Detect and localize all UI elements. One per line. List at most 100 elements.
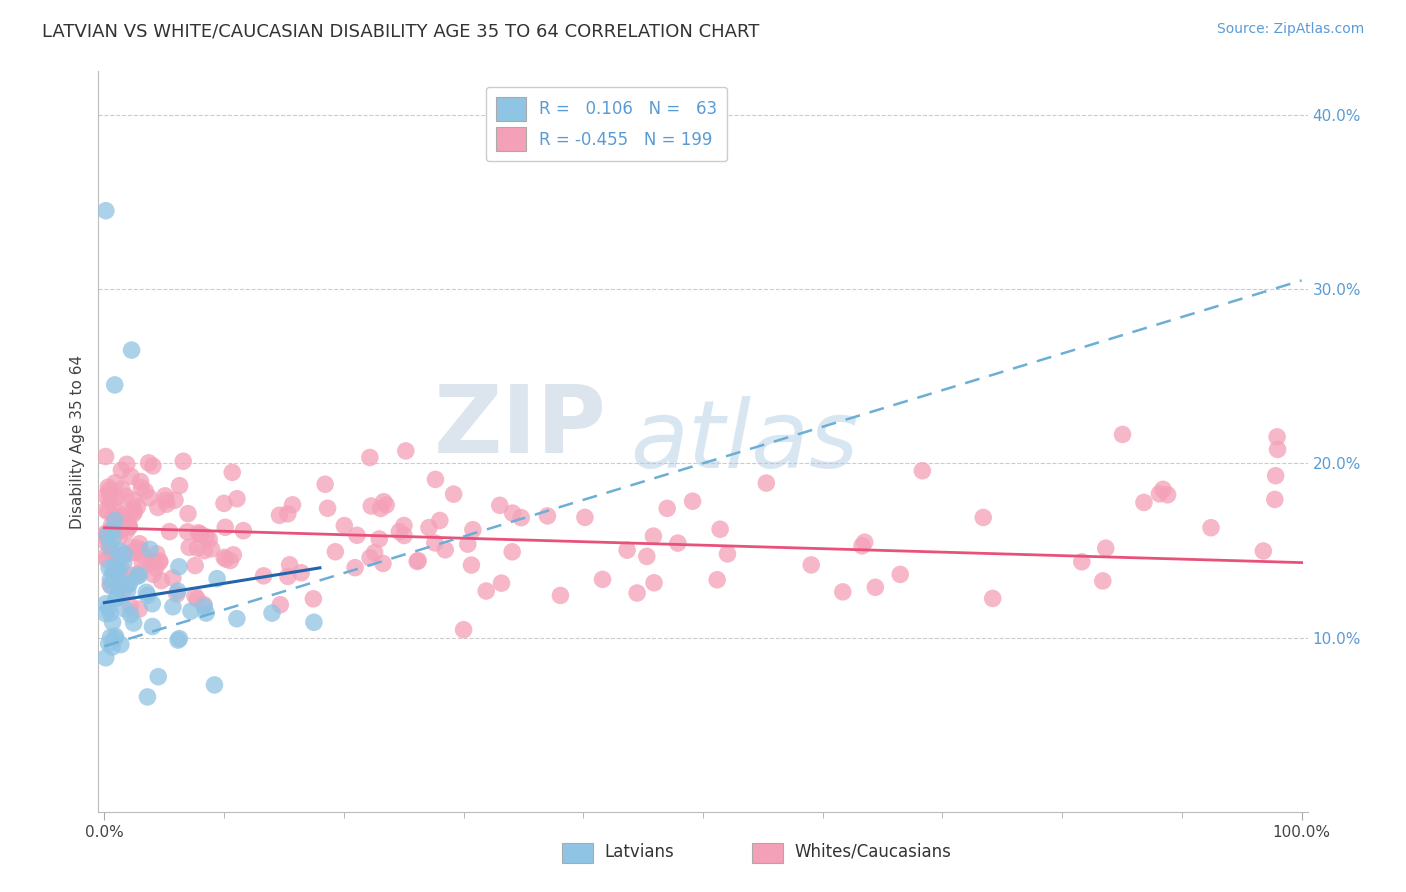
Point xyxy=(96,552,118,566)
Point xyxy=(180,604,202,618)
Point xyxy=(94,597,117,611)
Point xyxy=(359,450,381,465)
Point xyxy=(121,343,143,357)
Point xyxy=(105,491,128,505)
Point xyxy=(277,569,299,583)
Point xyxy=(981,591,1004,606)
Point xyxy=(120,469,142,483)
Point xyxy=(550,589,572,603)
Point xyxy=(124,545,146,559)
Point xyxy=(104,502,127,516)
Point xyxy=(105,517,128,532)
Point xyxy=(323,545,346,559)
Point xyxy=(359,550,381,565)
Point xyxy=(141,619,163,633)
Point xyxy=(169,632,191,646)
Y-axis label: Disability Age 35 to 64: Disability Age 35 to 64 xyxy=(69,354,84,529)
Point xyxy=(911,464,934,478)
Point xyxy=(98,561,121,575)
Point xyxy=(97,637,120,651)
Point xyxy=(232,524,254,538)
Point xyxy=(889,567,911,582)
Point xyxy=(222,548,245,562)
Point xyxy=(1253,544,1275,558)
Point xyxy=(115,489,138,503)
Point xyxy=(290,566,312,580)
Point xyxy=(277,507,299,521)
Point xyxy=(1149,487,1171,501)
Point xyxy=(129,475,152,489)
Point xyxy=(186,541,208,555)
Point xyxy=(100,545,122,559)
Point xyxy=(418,520,440,534)
Point xyxy=(101,566,124,580)
Point xyxy=(461,523,484,537)
Point xyxy=(139,542,162,557)
Point xyxy=(1264,492,1286,507)
Point xyxy=(105,556,128,570)
Point xyxy=(281,498,304,512)
Point xyxy=(155,493,177,508)
Point xyxy=(110,561,132,575)
Point xyxy=(100,517,122,532)
Point xyxy=(172,454,194,468)
Point xyxy=(184,589,207,603)
Point xyxy=(142,567,165,582)
Point xyxy=(159,524,181,539)
Point xyxy=(184,558,207,573)
Point xyxy=(115,513,138,527)
Point xyxy=(193,543,215,558)
Point xyxy=(128,537,150,551)
Point xyxy=(195,606,218,620)
Point xyxy=(851,539,873,553)
Point xyxy=(117,576,139,591)
Point xyxy=(120,607,142,622)
Point xyxy=(146,547,169,561)
Point xyxy=(96,528,118,542)
Point xyxy=(176,524,198,539)
Point xyxy=(146,500,169,515)
Point xyxy=(1133,495,1156,509)
Point xyxy=(167,633,190,648)
Point xyxy=(491,576,513,591)
Point xyxy=(100,579,122,593)
Point xyxy=(96,528,118,542)
Point xyxy=(177,507,200,521)
Point xyxy=(193,598,215,612)
Point xyxy=(100,630,122,644)
Point xyxy=(636,549,658,564)
Point xyxy=(117,584,139,599)
Point xyxy=(149,555,172,569)
Point xyxy=(186,592,208,607)
Point xyxy=(104,631,127,645)
Point xyxy=(510,510,533,524)
Point xyxy=(453,623,475,637)
Point xyxy=(107,563,129,577)
Point xyxy=(138,491,160,505)
Point xyxy=(198,533,221,547)
Point xyxy=(128,566,150,581)
Point xyxy=(94,650,117,665)
Point xyxy=(370,501,392,516)
Point xyxy=(118,520,141,534)
Point xyxy=(616,543,638,558)
Point xyxy=(94,450,117,464)
Point xyxy=(139,556,162,570)
Point xyxy=(316,501,339,516)
Point xyxy=(800,558,823,572)
Point xyxy=(124,505,146,519)
Text: Source: ZipAtlas.com: Source: ZipAtlas.com xyxy=(1216,22,1364,37)
Point xyxy=(111,509,134,524)
Point xyxy=(121,508,143,522)
Point xyxy=(104,475,127,490)
Point xyxy=(115,457,138,471)
Point xyxy=(219,553,242,567)
Point xyxy=(166,584,188,599)
Point xyxy=(105,563,128,577)
Point xyxy=(135,585,157,599)
Point xyxy=(187,525,209,540)
Point xyxy=(128,602,150,616)
Point xyxy=(406,554,429,568)
Point xyxy=(97,504,120,518)
Point xyxy=(375,498,398,512)
